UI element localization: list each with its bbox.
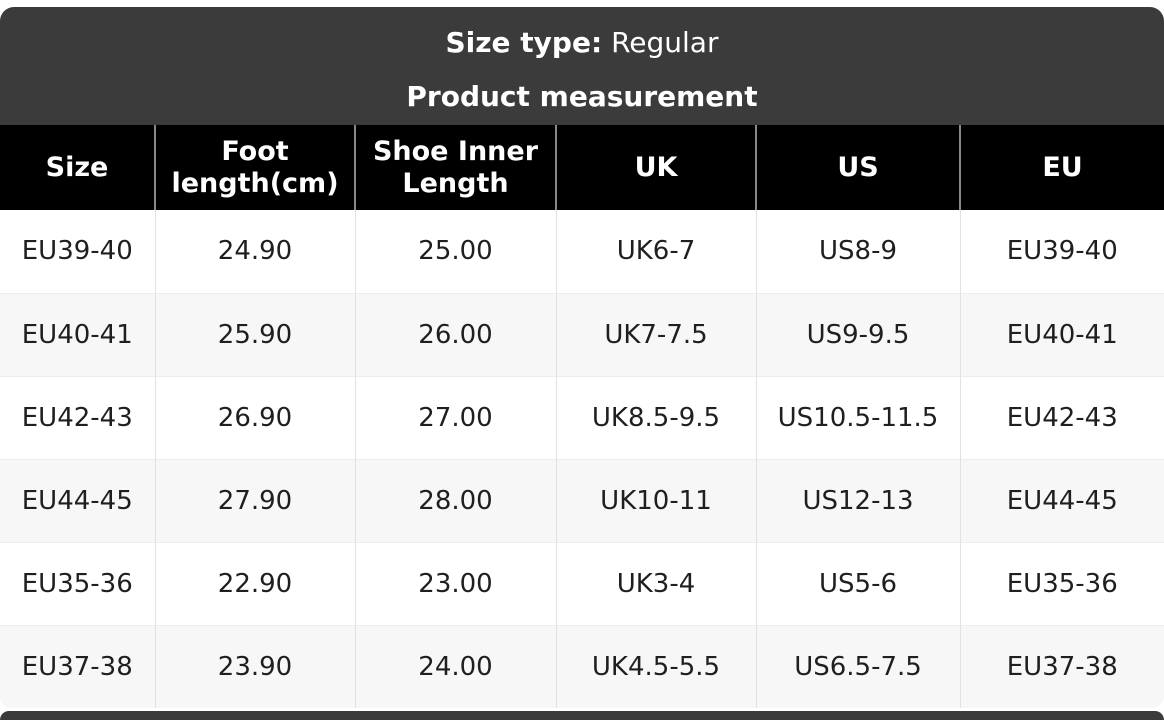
size-table-body: EU39-40 24.90 25.00 UK6-7 US8-9 EU39-40 EU40-4… (0, 210, 1164, 708)
table-cell: 25.90 (154, 292, 355, 376)
column-header: Size (0, 125, 155, 210)
table-cell: UK7-7.5 (555, 292, 756, 376)
table-cell: EU35-36 (0, 541, 155, 625)
table-cell: EU37-38 (959, 624, 1164, 708)
size-table: Size Foot length(cm) Shoe Inner Length UK US… (0, 125, 1164, 708)
table-cell: EU40-41 (0, 292, 155, 376)
table-cell: UK10-11 (555, 458, 756, 542)
table-cell: 26.00 (354, 292, 556, 376)
size-table-header-row: Size Foot length(cm) Shoe Inner Length UK US… (0, 125, 1164, 210)
table-cell: UK4.5-5.5 (555, 624, 756, 708)
product-measurement-title: Product measurement (406, 80, 758, 113)
size-chart-card: Size type: Regular Product measurement S… (0, 7, 1164, 708)
table-row: EU42-43 26.90 27.00 UK8.5-9.5 US10.5-11.5 EU4… (0, 375, 1164, 459)
table-cell: EU40-41 (959, 292, 1164, 376)
table-cell: 22.90 (154, 541, 355, 625)
table-cell: EU37-38 (0, 624, 155, 708)
table-cell: 25.00 (354, 210, 556, 293)
table-cell: UK6-7 (555, 210, 756, 293)
table-cell: EU35-36 (959, 541, 1164, 625)
table-cell: 23.00 (354, 541, 556, 625)
table-cell: EU42-43 (959, 375, 1164, 459)
column-header: UK (555, 125, 756, 210)
table-cell: EU44-45 (959, 458, 1164, 542)
table-row: EU39-40 24.90 25.00 UK6-7 US8-9 EU39-40 (0, 210, 1164, 293)
table-cell: 24.90 (154, 210, 355, 293)
table-cell: US12-13 (755, 458, 960, 542)
table-cell: EU42-43 (0, 375, 155, 459)
column-header: EU (959, 125, 1164, 210)
table-cell: UK8.5-9.5 (555, 375, 756, 459)
table-cell: EU39-40 (959, 210, 1164, 293)
size-type-line: Size type: Regular (0, 21, 1164, 65)
table-cell: 27.00 (354, 375, 556, 459)
table-cell: US9-9.5 (755, 292, 960, 376)
column-header: Shoe Inner Length (354, 125, 556, 210)
size-chart-header: Size type: Regular Product measurement (0, 7, 1164, 125)
table-cell: 28.00 (354, 458, 556, 542)
table-cell: US6.5-7.5 (755, 624, 960, 708)
table-row: EU44-45 27.90 28.00 UK10-11 US12-13 EU44-45 (0, 458, 1164, 542)
table-cell: 23.90 (154, 624, 355, 708)
size-type-label: Size type: (445, 26, 603, 59)
table-cell: UK3-4 (555, 541, 756, 625)
table-row: EU40-41 25.90 26.00 UK7-7.5 US9-9.5 EU40-41 (0, 292, 1164, 376)
column-header: US (755, 125, 960, 210)
table-cell: EU44-45 (0, 458, 155, 542)
table-cell: 24.00 (354, 624, 556, 708)
column-header: Foot length(cm) (154, 125, 355, 210)
size-type-value: Regular (611, 26, 719, 59)
table-row: EU37-38 23.90 24.00 UK4.5-5.5 US6.5-7.5 EU37-… (0, 624, 1164, 708)
table-cell: US10.5-11.5 (755, 375, 960, 459)
table-cell: US5-6 (755, 541, 960, 625)
table-cell: 26.90 (154, 375, 355, 459)
table-row: EU35-36 22.90 23.00 UK3-4 US5-6 EU35-36 (0, 541, 1164, 625)
table-cell: 27.90 (154, 458, 355, 542)
next-section-top-edge (0, 711, 1164, 720)
table-cell: US8-9 (755, 210, 960, 293)
size-table-head: Size Foot length(cm) Shoe Inner Length UK US… (0, 125, 1164, 210)
table-cell: EU39-40 (0, 210, 155, 293)
